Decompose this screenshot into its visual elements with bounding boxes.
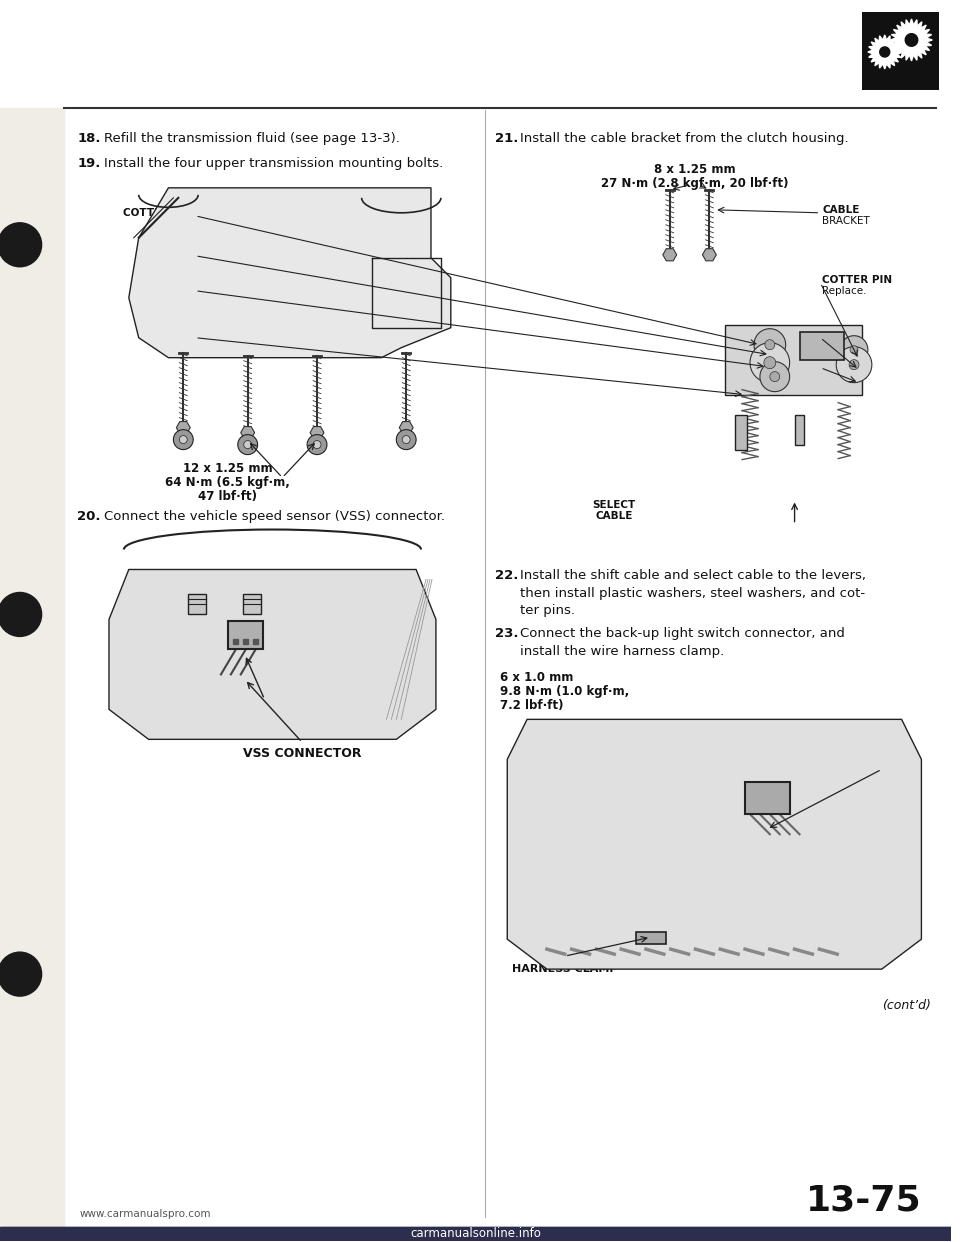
Polygon shape [243,640,248,645]
Text: Install the four upper transmission mounting bolts.: Install the four upper transmission moun… [104,156,444,170]
Text: STEEL: STEEL [157,247,193,258]
Text: Refill the transmission fluid (see page 13-3).: Refill the transmission fluid (see page … [104,132,400,145]
Polygon shape [750,343,790,383]
Text: 6 x 1.0 mm: 6 x 1.0 mm [500,672,574,684]
Text: (cont’d): (cont’d) [882,999,931,1012]
Text: Install the shift cable and select cable to the levers,
then install plastic was: Install the shift cable and select cable… [520,570,866,617]
Circle shape [307,435,327,455]
Polygon shape [868,35,901,70]
Circle shape [0,222,41,267]
Text: CABLE: CABLE [595,510,633,520]
Polygon shape [310,426,324,438]
Text: 19.: 19. [77,156,101,170]
Polygon shape [507,719,922,969]
Circle shape [180,436,187,443]
Text: 27 N·m (2.8 kgf·m, 20 lbf·ft): 27 N·m (2.8 kgf·m, 20 lbf·ft) [601,176,788,190]
Text: WASHER: WASHER [149,258,193,268]
Text: Install the cable bracket from the clutch housing.: Install the cable bracket from the clutc… [520,132,849,145]
FancyBboxPatch shape [862,12,939,89]
Text: COTTER PIN: COTTER PIN [823,274,893,284]
Text: 8 x 1.25 mm: 8 x 1.25 mm [654,163,735,176]
Polygon shape [252,640,257,645]
Bar [636,933,666,944]
Text: SELECT: SELECT [592,499,636,509]
Bar [745,782,790,815]
Text: Replace.: Replace. [823,286,867,296]
Text: CABLE: CABLE [823,205,860,215]
Text: carmanualsonline.info: carmanualsonline.info [410,1227,541,1241]
Circle shape [313,441,321,448]
Text: PLASTIC: PLASTIC [823,360,871,370]
Text: CONNECTOR: CONNECTOR [834,791,911,801]
Polygon shape [765,340,775,350]
Text: Connect the back-up light switch connector, and
install the wire harness clamp.: Connect the back-up light switch connect… [520,627,845,658]
Circle shape [0,592,41,636]
Text: HARNESS CLAMP: HARNESS CLAMP [512,964,617,974]
Text: 23.: 23. [495,627,518,641]
Text: 9.8 N·m (1.0 kgf·m,: 9.8 N·m (1.0 kgf·m, [500,686,630,698]
Text: COTTER PIN: COTTER PIN [123,207,193,217]
Polygon shape [849,360,859,370]
Polygon shape [725,324,862,395]
Text: STEEL: STEEL [823,329,858,340]
Text: PLASTIC: PLASTIC [145,283,193,293]
Text: WASHER: WASHER [149,294,193,304]
Polygon shape [241,426,254,438]
Bar [188,595,206,615]
Polygon shape [109,570,436,739]
Text: 13-75: 13-75 [805,1184,922,1218]
Text: CABLE: CABLE [159,340,193,350]
Circle shape [402,436,410,443]
Bar [735,415,747,450]
Text: WASHER: WASHER [823,340,867,350]
Circle shape [238,435,257,455]
Polygon shape [836,347,872,383]
Text: 12 x 1.25 mm: 12 x 1.25 mm [183,462,273,474]
Polygon shape [764,356,776,369]
Polygon shape [891,19,932,61]
Bar [795,415,804,445]
Text: 47 lbf·ft): 47 lbf·ft) [199,489,257,503]
Circle shape [244,441,252,448]
Text: 22.: 22. [495,570,518,582]
Text: Connect the vehicle speed sensor (VSS) connector.: Connect the vehicle speed sensor (VSS) c… [104,509,445,523]
Polygon shape [760,361,790,391]
Bar [228,621,262,650]
Polygon shape [879,47,890,57]
Polygon shape [233,640,238,645]
Polygon shape [129,188,451,358]
Text: Replace.: Replace. [149,219,193,229]
Bar [800,332,844,360]
Polygon shape [662,248,677,261]
Polygon shape [754,329,785,360]
Polygon shape [770,371,780,381]
Text: 18.: 18. [77,132,101,145]
Text: VSS CONNECTOR: VSS CONNECTOR [243,748,361,760]
Polygon shape [850,345,858,354]
Text: www.carmanualspro.com: www.carmanualspro.com [80,1208,211,1218]
Circle shape [174,430,193,450]
Polygon shape [0,1227,951,1241]
Bar [243,595,260,615]
Polygon shape [703,248,716,261]
Polygon shape [177,421,190,433]
Polygon shape [840,335,868,364]
Polygon shape [0,108,64,1227]
Text: SHIFT: SHIFT [158,329,193,340]
Text: BRACKET: BRACKET [823,216,870,226]
Text: WASHER: WASHER [823,370,867,380]
Text: 64 N·m (6.5 kgf·m,: 64 N·m (6.5 kgf·m, [165,476,290,488]
Polygon shape [0,1227,951,1241]
Text: 7.2 lbf·ft): 7.2 lbf·ft) [500,699,564,713]
Circle shape [396,430,416,450]
Polygon shape [399,421,413,433]
Text: BACK-UP LIGHT SWITCH: BACK-UP LIGHT SWITCH [763,779,911,790]
Circle shape [0,953,41,996]
Text: 20.: 20. [77,509,101,523]
Text: 21.: 21. [495,132,518,145]
Polygon shape [905,34,918,46]
